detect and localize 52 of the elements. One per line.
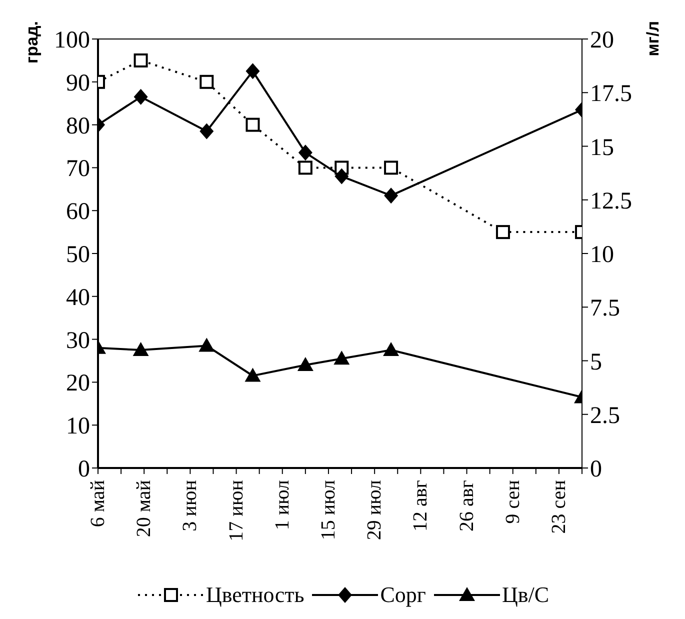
point	[246, 63, 260, 80]
x-tick-label: 1 июл	[271, 480, 294, 530]
point	[298, 144, 312, 161]
y-tick-label: 30	[66, 328, 90, 354]
x-tick-label: 26 авг	[456, 480, 478, 532]
y2-tick-label: 5	[590, 349, 602, 376]
point	[198, 338, 215, 352]
point	[383, 342, 400, 356]
x-tick-label: 20 май	[133, 480, 156, 538]
point	[244, 368, 261, 382]
y2-axis-title: мг/л	[644, 21, 662, 56]
x-tick-label: 9 сен	[502, 480, 524, 524]
point	[334, 168, 349, 184]
point	[384, 160, 398, 175]
y-tick-label: 20	[66, 370, 90, 397]
y-tick-label: 40	[66, 284, 90, 311]
y2-tick-label: 20	[590, 28, 614, 54]
point	[200, 123, 214, 140]
y2-tick-label: 12.5	[590, 188, 632, 214]
y2-tick-label: 10	[590, 242, 614, 268]
x-tick-label: 23 сен	[548, 480, 570, 534]
x-tick-label: 3 июн	[179, 480, 202, 532]
y2-tick-label: 2.5	[590, 402, 620, 429]
y-tick-label: 10	[66, 414, 90, 440]
legend-label: Сорг	[380, 582, 426, 608]
x-tick-label: 15 июл	[317, 480, 340, 540]
x-tick-label: 29 июл	[364, 480, 386, 540]
point	[384, 188, 398, 204]
point	[297, 357, 314, 372]
y2-tick-label: 0	[590, 456, 602, 483]
x-tick-label: 17 июн	[225, 480, 248, 542]
x-tick-label: 6 май	[87, 480, 109, 528]
y-tick-label: 60	[66, 199, 90, 226]
legend-label: Цв/С	[502, 582, 550, 608]
y-tick-label: 100	[54, 28, 90, 54]
x-tick-label: 12 авг	[410, 480, 432, 532]
y-tick-label: 80	[66, 113, 90, 140]
point	[246, 118, 260, 132]
point	[334, 350, 350, 365]
y2-tick-label: 15	[590, 134, 614, 161]
y-tick-label: 50	[66, 242, 90, 268]
y2-tick-label: 17.5	[590, 81, 632, 108]
point	[134, 53, 148, 68]
y-tick-label: 70	[66, 156, 90, 182]
y-axis-title: град.	[22, 21, 42, 64]
legend-label: Цветность	[206, 582, 304, 608]
y-tick-label: 0	[78, 456, 90, 483]
y2-tick-label: 7.5	[590, 296, 620, 322]
point	[496, 225, 510, 240]
y-tick-label: 90	[66, 70, 90, 96]
point	[200, 74, 214, 89]
point	[298, 160, 312, 175]
